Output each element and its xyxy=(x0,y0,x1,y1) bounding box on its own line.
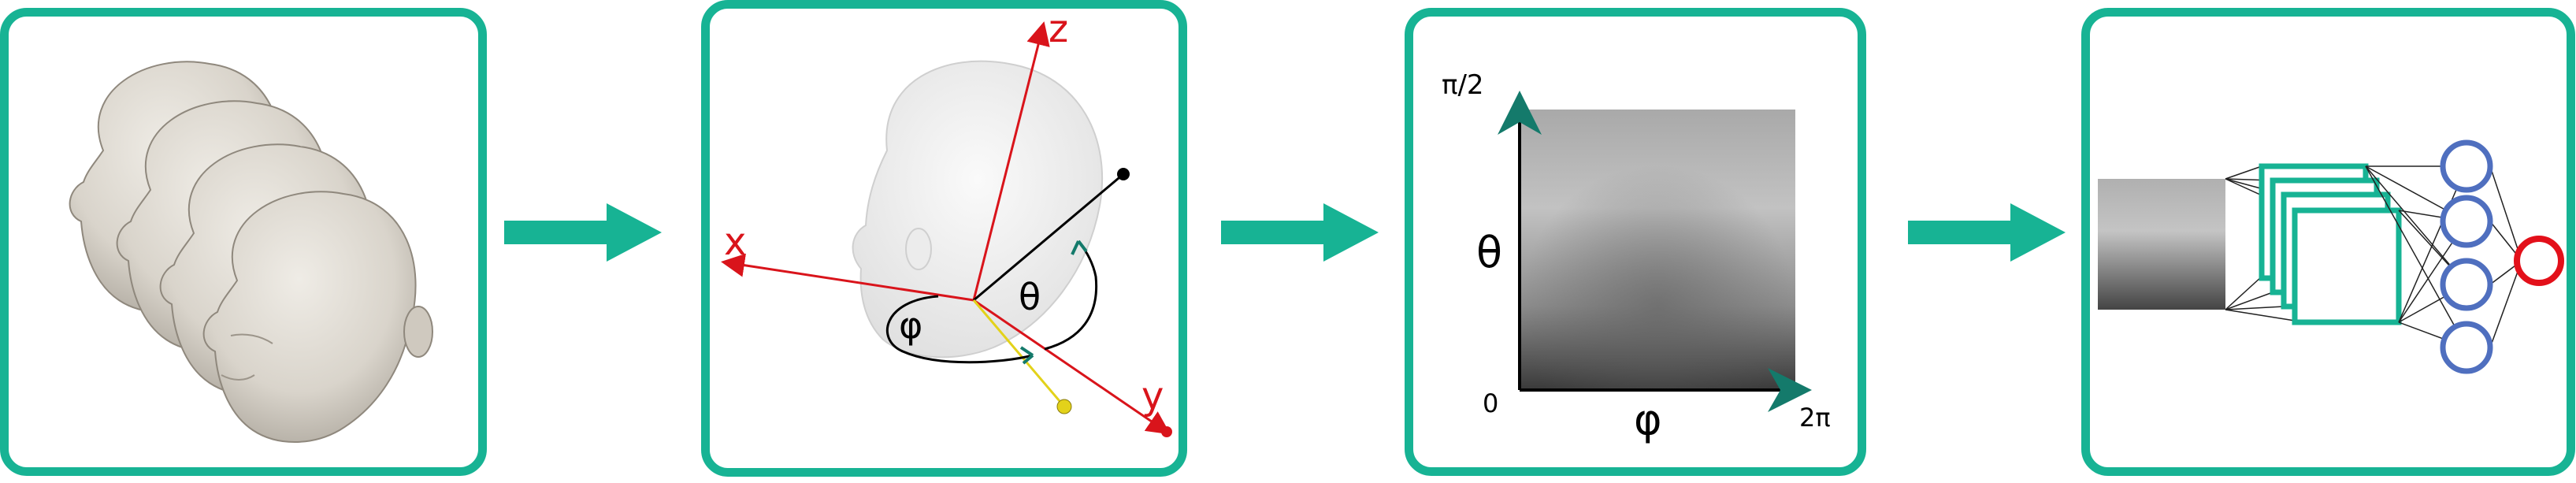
hidden-neuron-1 xyxy=(2440,139,2493,193)
depth-map-plot: π/2 0 2π θ φ xyxy=(1442,69,1831,444)
network-illustration xyxy=(2098,139,2564,374)
y-axis-label: y xyxy=(1141,374,1164,418)
translucent-head xyxy=(852,60,1104,359)
phi-arc xyxy=(885,295,1034,364)
hidden-neuron-4 xyxy=(2440,321,2493,374)
theta-label: θ xyxy=(1019,276,1041,318)
panel-neural-network xyxy=(2081,8,2575,476)
theta-axis-label: θ xyxy=(1476,228,1502,277)
phi-label: φ xyxy=(899,304,922,347)
z-axis-label: z xyxy=(1049,9,1068,51)
head-stack-illustration xyxy=(69,61,433,443)
flow-arrow-2 xyxy=(1221,203,1379,262)
theta-max-label: π/2 xyxy=(1442,69,1484,101)
y-axis xyxy=(973,299,1171,435)
phi-max-label: 2π xyxy=(1799,403,1831,433)
input-depth-map-thumbnail xyxy=(2098,179,2225,310)
head-model-4 xyxy=(202,191,433,443)
radial-vector xyxy=(973,173,1124,302)
z-axis xyxy=(972,21,1050,301)
x-axis-label: x xyxy=(724,220,746,264)
coordinate-system-illustration: x y z φ θ xyxy=(721,7,1172,437)
output-neuron xyxy=(2514,236,2564,286)
flow-arrow-3 xyxy=(1908,203,2066,262)
hidden-neuron-2 xyxy=(2440,195,2493,248)
panel-spherical-coordinates: x y z φ θ xyxy=(701,0,1187,477)
panel-head-meshes xyxy=(0,8,487,476)
x-axis xyxy=(721,253,974,302)
panel-depth-map: π/2 0 2π θ φ xyxy=(1405,8,1866,476)
projection-line xyxy=(972,299,1066,407)
hidden-neuron-3 xyxy=(2440,258,2493,311)
origin-label: 0 xyxy=(1483,388,1498,418)
conv-layer-4 xyxy=(2292,207,2402,325)
phi-axis-label: φ xyxy=(1634,395,1662,444)
flow-arrow-1 xyxy=(504,203,662,262)
